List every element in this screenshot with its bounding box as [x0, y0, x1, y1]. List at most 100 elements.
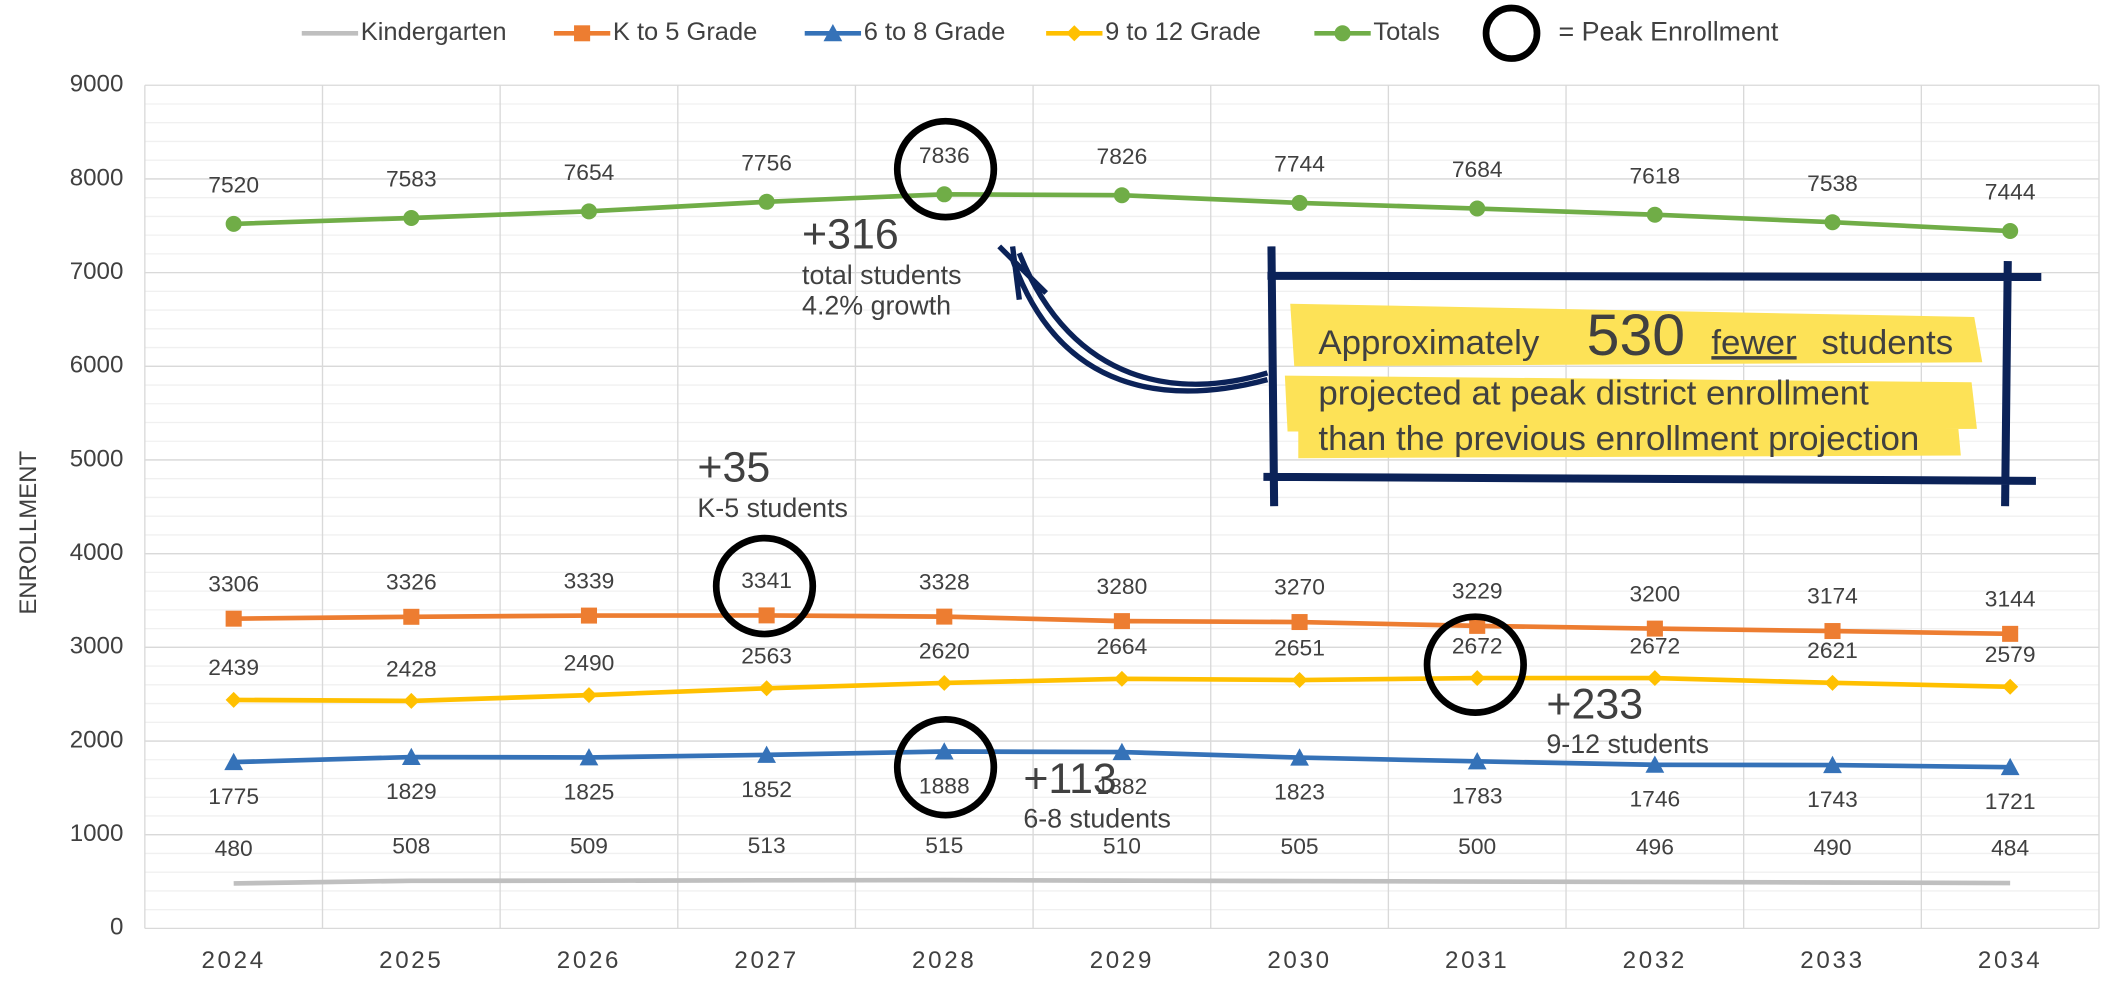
- data-label: 7538: [1807, 170, 1858, 196]
- annotation: +316: [802, 210, 899, 258]
- data-label: 484: [1991, 835, 2029, 861]
- data-label: 1829: [386, 778, 437, 804]
- data-label: 1743: [1807, 786, 1858, 812]
- marker: [1824, 214, 1841, 231]
- data-label: 7826: [1097, 143, 1148, 169]
- callout: Approximately 530 fewer students project…: [997, 244, 2042, 507]
- marker: [580, 687, 598, 704]
- marker: [1469, 617, 1486, 634]
- marker: [1824, 623, 1841, 640]
- marker: [757, 745, 777, 763]
- data-label: 7836: [919, 142, 970, 168]
- marker: [1334, 25, 1351, 42]
- data-label: 2490: [564, 650, 615, 676]
- peak-circle: [712, 534, 817, 638]
- marker: [225, 691, 242, 708]
- marker: [1823, 755, 1842, 774]
- y-tick-label: 3000: [70, 633, 124, 660]
- callout-text: than the previous enrollment projection: [1318, 420, 1919, 458]
- callout-frame: [1263, 246, 2042, 507]
- callout-number: 530: [1587, 303, 1685, 368]
- data-label: 2651: [1274, 634, 1325, 660]
- marker: [934, 742, 954, 760]
- marker: [2002, 625, 2019, 642]
- x-tick-label: 2026: [557, 947, 621, 974]
- marker: [1290, 748, 1309, 766]
- marker: [579, 748, 599, 766]
- data-label: 2672: [1629, 632, 1680, 658]
- x-tick-label: 2030: [1267, 947, 1331, 974]
- annotation: +35: [697, 444, 770, 492]
- marker: [1646, 670, 1663, 687]
- marker: [936, 186, 953, 203]
- data-label: 1823: [1274, 779, 1325, 805]
- data-label: 3270: [1274, 574, 1325, 600]
- data-label: 2620: [919, 637, 970, 663]
- annotation: 9-12 students: [1546, 729, 1708, 759]
- data-label: 509: [570, 832, 608, 858]
- marker: [2000, 757, 2020, 776]
- marker: [1066, 25, 1083, 42]
- marker: [1469, 200, 1486, 217]
- data-label: 7583: [386, 166, 437, 192]
- callout-text: projected at peak district enrollment: [1318, 375, 1869, 413]
- marker: [758, 607, 775, 624]
- data-label: 1888: [919, 773, 970, 799]
- y-tick-label: 1000: [70, 820, 124, 847]
- marker: [1646, 620, 1663, 637]
- marker: [403, 692, 420, 709]
- y-tick-label: 9000: [70, 71, 124, 98]
- data-label: 1783: [1452, 782, 1503, 808]
- y-tick-label: 7000: [70, 258, 124, 285]
- data-label: 513: [748, 832, 786, 858]
- callout-text: Approximately: [1318, 324, 1540, 362]
- marker: [225, 610, 242, 627]
- marker: [1291, 672, 1308, 689]
- data-label: 7756: [741, 150, 792, 176]
- x-tick-label: 2032: [1623, 947, 1687, 974]
- marker: [758, 193, 775, 210]
- data-label: 1852: [741, 776, 792, 802]
- data-label: 3174: [1807, 583, 1858, 609]
- marker: [1112, 742, 1132, 761]
- data-label: 3144: [1985, 586, 2036, 612]
- marker: [823, 23, 843, 42]
- legend-label: 9 to 12 Grade: [1105, 18, 1261, 46]
- marker: [936, 674, 953, 691]
- x-tick-label: 2027: [734, 947, 798, 974]
- peak-circle: [893, 715, 998, 819]
- data-label: 500: [1458, 833, 1496, 859]
- data-label: 7654: [564, 159, 615, 185]
- y-tick-label: 0: [110, 914, 123, 941]
- y-tick-label: 6000: [70, 352, 124, 379]
- marker: [2002, 678, 2019, 695]
- data-label: 2664: [1097, 633, 1148, 659]
- y-tick-label: 4000: [70, 539, 124, 566]
- annotation: +113: [1023, 755, 1116, 803]
- data-label: 7520: [208, 172, 259, 198]
- data-label: 3341: [741, 567, 792, 593]
- marker: [1291, 614, 1308, 631]
- data-label: 7444: [1985, 179, 2036, 205]
- annotation: 4.2% growth: [802, 291, 951, 321]
- data-label: 2579: [1985, 641, 2036, 667]
- marker: [1646, 206, 1663, 223]
- grid: [144, 84, 2100, 930]
- y-tick-label: 2000: [70, 726, 124, 753]
- legend-label: K to 5 Grade: [613, 18, 757, 46]
- legend: Kindergarten K to 5 Grade 6 to 8 Grade 9 to…: [301, 18, 1440, 46]
- data-label: 1721: [1985, 788, 2036, 814]
- y-axis-label: ENROLLMENT: [15, 451, 42, 615]
- data-label: 2563: [741, 643, 792, 669]
- marker: [1113, 187, 1130, 204]
- legend-circle: [1482, 4, 1541, 62]
- data-label: 505: [1281, 833, 1319, 859]
- data-label: 496: [1636, 834, 1674, 860]
- data-label: 2621: [1807, 637, 1858, 663]
- data-label: 7684: [1452, 156, 1503, 182]
- legend-peak: = Peak Enrollment: [1558, 16, 1778, 46]
- data-label: 508: [392, 833, 430, 859]
- marker: [936, 608, 953, 625]
- data-label: 1882: [1097, 773, 1148, 799]
- x-tick-label: 2028: [912, 947, 976, 974]
